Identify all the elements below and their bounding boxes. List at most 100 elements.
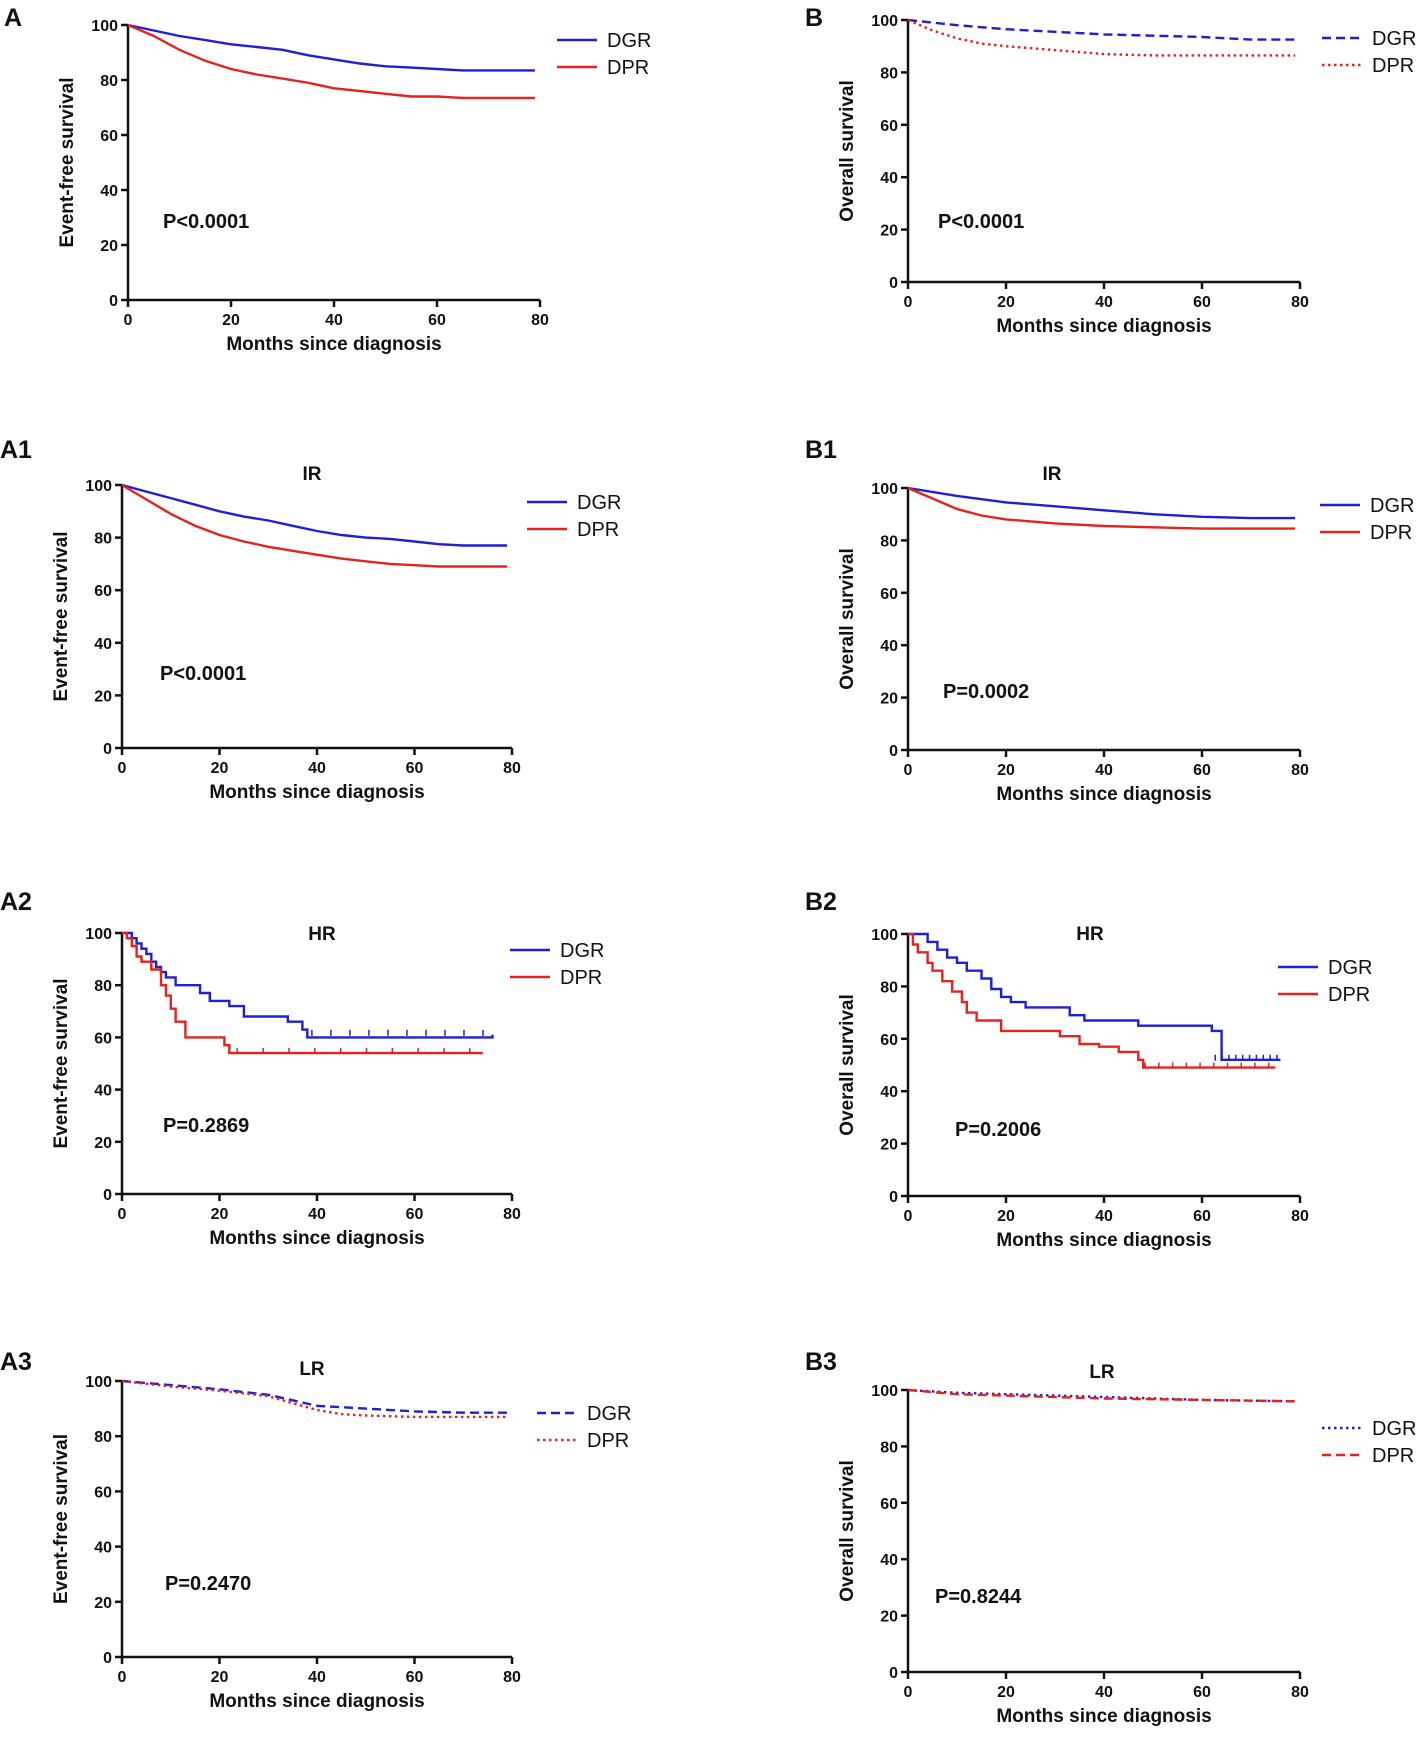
panel-label: B [805,4,823,32]
panel-label: A [4,4,22,32]
x-tick-label: 60 [1193,1684,1211,1701]
legend-label-dgr: DGR [1328,957,1372,979]
x-tick-label: 40 [1095,1684,1113,1701]
y-tick-label: 0 [109,293,118,310]
panel-label: A3 [0,1348,32,1376]
y-tick-label: 20 [880,1137,898,1154]
y-tick-label: 60 [94,1484,112,1501]
y-tick-label: 20 [94,1595,112,1612]
y-tick-label: 80 [880,979,898,996]
y-axis-title: Overall survival [837,548,858,690]
panel-a: A 0 20 40 60 80 100 0 20 40 60 80 Months since diagn… [4,4,651,355]
x-tick-label: 80 [503,1206,521,1223]
panel-label: A2 [0,888,32,916]
legend-label-dgr: DGR [1370,495,1414,517]
y-axis-title: Event-free survival [51,978,72,1148]
legend-label-dpr: DPR [577,519,619,541]
x-tick-label: 40 [308,1206,326,1223]
legend-label-dpr: DPR [1328,984,1370,1006]
x-tick-label: 80 [1291,1684,1309,1701]
y-tick-label: 0 [889,743,898,760]
x-tick-label: 60 [428,312,446,329]
panel-subtitle: LR [1089,1362,1115,1383]
legend-label-dgr: DGR [560,940,604,962]
y-tick-label: 40 [94,1540,112,1557]
x-axis-title: Months since diagnosis [226,334,441,355]
y-tick-label: 80 [880,65,898,82]
p-value-annotation: P<0.0001 [163,211,249,233]
panel-subtitle: LR [299,1359,325,1380]
x-tick-label: 60 [1193,762,1211,779]
y-tick-label: 100 [91,18,118,35]
y-tick-label: 80 [880,1439,898,1456]
x-tick-label: 0 [118,1206,127,1223]
panel-label: B2 [805,888,837,916]
panel-b2: B2 HR 0 20 40 60 80 100 0 20 40 60 80 Months since di… [805,888,1372,1251]
panel-subtitle: IR [1043,464,1062,485]
x-tick-label: 0 [904,1208,913,1225]
legend-label-dpr: DPR [1372,1445,1414,1467]
x-axis-title: Months since diagnosis [209,1228,424,1249]
y-tick-label: 100 [871,927,898,944]
x-tick-label: 20 [222,312,240,329]
panel-label: B3 [805,1348,837,1376]
y-tick-label: 40 [880,170,898,187]
x-tick-label: 60 [406,1206,424,1223]
legend-label-dgr: DGR [607,30,651,52]
y-axis-title: Event-free survival [51,1434,72,1604]
x-axis-title: Months since diagnosis [209,1691,424,1712]
panel-a3: A3 LR 0 20 40 60 80 100 0 20 40 60 80 Months since di… [0,1348,631,1712]
y-tick-label: 60 [94,583,112,600]
x-axis-title: Months since diagnosis [996,316,1211,337]
y-tick-label: 60 [880,118,898,135]
x-tick-label: 80 [531,312,549,329]
p-value-annotation: P=0.0002 [943,681,1029,703]
x-tick-label: 0 [904,294,913,311]
x-tick-label: 0 [124,312,133,329]
y-tick-label: 100 [85,926,112,943]
panel-label: B1 [805,436,837,464]
x-tick-label: 80 [1291,1208,1309,1225]
y-tick-label: 60 [880,1496,898,1513]
legend-label-dpr: DPR [607,57,649,79]
series-line-dgr [121,1379,508,1414]
x-tick-label: 80 [1291,762,1309,779]
panel-subtitle: HR [1076,924,1104,945]
y-tick-label: 100 [871,1383,898,1400]
x-tick-label: 80 [503,760,521,777]
series-line-dgr [121,483,508,547]
x-tick-label: 80 [1291,294,1309,311]
panel-a2: A2 HR 0 20 40 60 80 100 0 20 40 60 80 Months since di… [0,888,604,1249]
panel-label: A1 [0,436,32,464]
series-line-dgr [122,931,494,1039]
p-value-annotation: P=0.2869 [163,1115,249,1137]
y-tick-label: 100 [871,481,898,498]
legend-label-dpr: DPR [560,967,602,989]
y-tick-label: 0 [103,1650,112,1667]
legend-label-dgr: DGR [587,1403,631,1425]
y-tick-label: 40 [880,1552,898,1569]
p-value-annotation: P=0.8244 [935,1586,1022,1608]
y-tick-label: 80 [94,531,112,548]
x-axis-title: Months since diagnosis [996,1706,1211,1727]
y-tick-label: 20 [94,688,112,705]
p-value-annotation: P=0.2006 [955,1119,1041,1141]
x-tick-label: 60 [406,1669,424,1686]
y-tick-label: 60 [94,1030,112,1047]
y-tick-label: 20 [880,691,898,708]
x-tick-label: 0 [118,1669,127,1686]
x-tick-label: 60 [1193,1208,1211,1225]
y-tick-label: 60 [880,1032,898,1049]
legend-label-dgr: DGR [1372,1418,1416,1440]
x-tick-label: 20 [211,1669,229,1686]
y-tick-label: 100 [85,1374,112,1391]
y-tick-label: 80 [880,533,898,550]
x-tick-label: 20 [211,760,229,777]
series-line-dpr [121,483,508,568]
y-tick-label: 0 [889,1189,898,1206]
y-tick-label: 80 [94,1429,112,1446]
x-tick-label: 0 [904,1684,913,1701]
x-tick-label: 0 [118,760,127,777]
x-axis-title: Months since diagnosis [996,1230,1211,1251]
